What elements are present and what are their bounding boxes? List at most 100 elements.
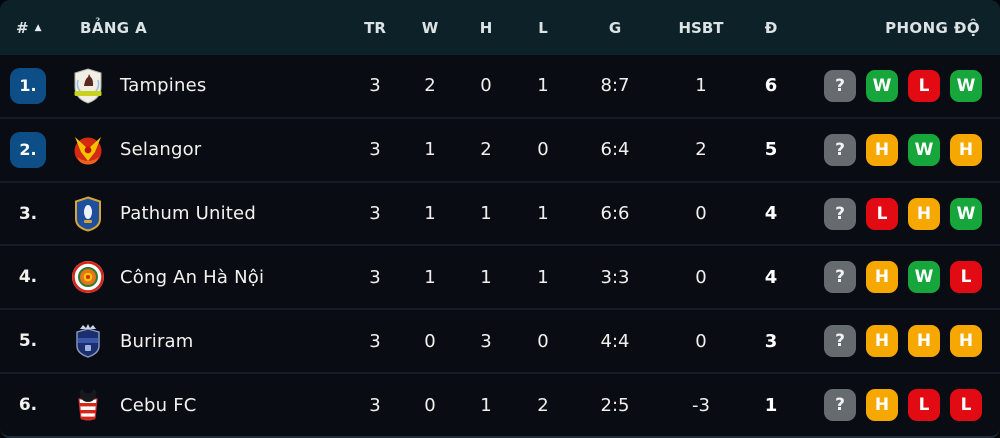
team-logo-conganhanoi	[56, 257, 120, 297]
table-row[interactable]: 4. Công An Hà Nội 3 1 1 1 3:3 0 4? H W L	[0, 244, 1000, 309]
stat-points: 4	[764, 266, 778, 288]
table-body: 1. Tampines 3 2 0 1 8:7 1 6? W L W 2. Selangor 3 1 2 0 6:4…	[0, 55, 1000, 436]
stat-goals: 8:7	[600, 75, 630, 97]
stat-played: 3	[369, 330, 381, 352]
form-badge-draw[interactable]: H	[866, 261, 898, 294]
stat-losses: 0	[537, 330, 549, 352]
form-badge-draw[interactable]: H	[866, 389, 898, 422]
form-badge-win[interactable]: W	[908, 133, 940, 166]
stat-draws: 0	[480, 75, 492, 97]
team-name[interactable]: Tampines	[120, 75, 207, 97]
stat-goal-diff: 2	[695, 139, 707, 161]
col-header-position[interactable]: # ▲	[0, 19, 56, 37]
stat-draws: 2	[480, 139, 492, 161]
col-header-w[interactable]: W	[421, 18, 439, 37]
position-cell: 1.	[0, 67, 56, 104]
stat-losses: 1	[537, 75, 549, 97]
stat-wins: 1	[424, 139, 436, 161]
table-row[interactable]: 3. Pathum United 3 1 1 1 6:6 0 4? L H W	[0, 180, 1000, 245]
form-badge-unknown[interactable]: ?	[824, 261, 856, 294]
form-badge-win[interactable]: W	[866, 69, 898, 102]
sort-ascending-icon: ▲	[34, 22, 42, 33]
col-header-l[interactable]: L	[538, 18, 548, 37]
group-title: BẢNG A	[80, 18, 148, 37]
team-logo-selangor	[56, 130, 120, 170]
position-cell: 4.	[0, 267, 56, 287]
form-badge-draw[interactable]: H	[866, 325, 898, 358]
form-badge-win[interactable]: W	[950, 197, 982, 230]
table-row[interactable]: 2. Selangor 3 1 2 0 6:4 2 5? H W H	[0, 116, 1000, 181]
stat-played: 3	[369, 203, 381, 225]
col-header-d[interactable]: Đ	[764, 18, 778, 37]
stat-losses: 0	[537, 139, 549, 161]
stat-losses: 2	[537, 394, 549, 416]
form-badge-draw[interactable]: H	[908, 325, 940, 358]
team-name[interactable]: Selangor	[120, 139, 202, 161]
stat-played: 3	[369, 139, 381, 161]
stat-draws: 1	[480, 266, 492, 288]
stat-wins: 1	[424, 203, 436, 225]
stat-wins: 0	[424, 394, 436, 416]
col-header-g[interactable]: G	[608, 18, 622, 37]
form-badge-loss[interactable]: L	[866, 197, 898, 230]
form-badge-loss[interactable]: L	[950, 389, 982, 422]
table-row[interactable]: 5. Buriram 3 0 3 0 4:4 0 3? H H H	[0, 308, 1000, 373]
form-badge-unknown[interactable]: ?	[824, 69, 856, 102]
stat-goals: 6:4	[600, 139, 630, 161]
table-row[interactable]: 1. Tampines 3 2 0 1 8:7 1 6? W L W	[0, 55, 1000, 117]
team-name[interactable]: Pathum United	[120, 203, 256, 225]
stat-goals: 3:3	[600, 266, 630, 288]
stat-points: 5	[764, 139, 778, 161]
stat-draws: 1	[480, 394, 492, 416]
position-badge: 1.	[10, 67, 46, 104]
table-header: # ▲ BẢNG A TR W H L G HSBT Đ PHONG ĐỘ	[0, 0, 1000, 55]
col-header-h[interactable]: H	[479, 18, 493, 37]
form-badge-loss[interactable]: L	[950, 261, 982, 294]
stat-draws: 3	[480, 330, 492, 352]
form-badge-draw[interactable]: H	[866, 133, 898, 166]
position-cell: 5.	[0, 331, 56, 351]
position-text: 4.	[18, 267, 38, 288]
table-row[interactable]: 6. Cebu FC 3 0 1 2 2:5 -3 1? H L L	[0, 372, 1000, 436]
form-badge-unknown[interactable]: ?	[824, 197, 856, 230]
form-badge-win[interactable]: W	[908, 261, 940, 294]
stat-played: 3	[369, 266, 381, 288]
team-name[interactable]: Công An Hà Nội	[120, 266, 265, 288]
stat-goals: 6:6	[600, 203, 630, 225]
team-name[interactable]: Buriram	[120, 330, 194, 352]
stat-points: 1	[764, 394, 778, 416]
team-name[interactable]: Cebu FC	[120, 394, 197, 416]
position-text: 3.	[18, 203, 38, 224]
col-header-tr[interactable]: TR	[364, 18, 386, 37]
position-text: 5.	[18, 331, 38, 352]
team-logo-tampines	[56, 66, 120, 106]
stat-draws: 1	[480, 203, 492, 225]
form-cell: ? H H H	[798, 325, 1000, 358]
stat-played: 3	[369, 394, 381, 416]
col-header-form[interactable]: PHONG ĐỘ	[885, 18, 980, 37]
team-logo-cebu	[56, 385, 120, 425]
form-cell: ? L H W	[798, 197, 1000, 230]
form-badge-unknown[interactable]: ?	[824, 325, 856, 358]
stat-wins: 1	[424, 266, 436, 288]
stat-goal-diff: 0	[695, 330, 707, 352]
stat-goal-diff: 1	[695, 75, 707, 97]
stat-points: 3	[764, 330, 778, 352]
stat-losses: 1	[537, 266, 549, 288]
col-header-hsbt[interactable]: HSBT	[678, 18, 724, 37]
form-badge-unknown[interactable]: ?	[824, 133, 856, 166]
form-badge-draw[interactable]: H	[950, 133, 982, 166]
stat-points: 6	[764, 75, 778, 97]
form-badge-win[interactable]: W	[950, 69, 982, 102]
form-cell: ? W L W	[798, 69, 1000, 102]
form-cell: ? H W L	[798, 261, 1000, 294]
stat-points: 4	[764, 203, 778, 225]
form-badge-loss[interactable]: L	[908, 389, 940, 422]
form-badge-loss[interactable]: L	[908, 69, 940, 102]
position-cell: 3.	[0, 204, 56, 224]
form-badge-unknown[interactable]: ?	[824, 389, 856, 422]
stat-wins: 2	[424, 75, 436, 97]
team-logo-buriram	[56, 321, 120, 361]
form-badge-draw[interactable]: H	[908, 197, 940, 230]
form-badge-draw[interactable]: H	[950, 325, 982, 358]
